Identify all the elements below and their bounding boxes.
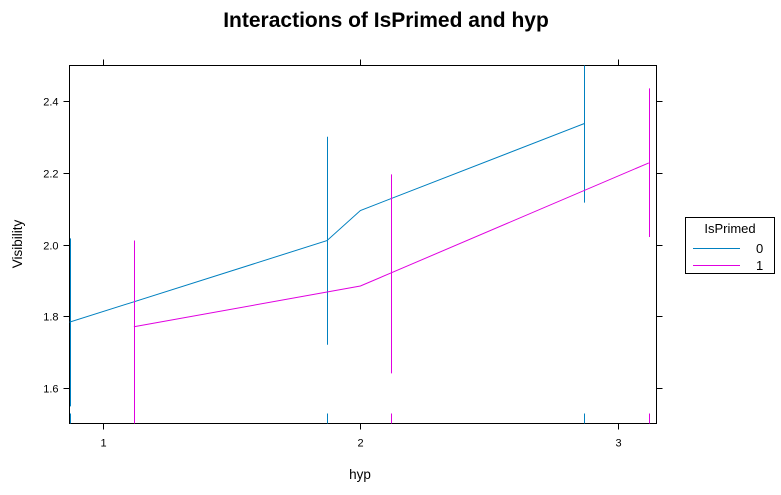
legend-title: IsPrimed [704,221,755,236]
plot-layer: 1 2 3 1.6 1.8 2.0 2.2 2.4 [43,59,663,450]
x-tick-label: 2 [357,438,363,450]
series-line-0 [69,123,585,323]
x-tick-label: 3 [615,438,621,450]
legend-label-series-1: 1 [756,258,763,273]
legend-box [685,217,775,274]
x-axis-label: hyp [349,467,371,482]
y-tick-label: 1.8 [43,312,58,324]
y-tick-label: 1.6 [43,384,58,396]
x-tick-label: 1 [100,438,106,450]
chart-title: Interactions of IsPrimed and hyp [223,9,549,32]
y-tick-label: 2.2 [43,169,58,181]
plot-frame [69,65,657,424]
legend: IsPrimed 0 1 [685,217,775,274]
y-tick-label: 2.4 [43,97,58,109]
data-marks [69,65,650,424]
series-line-1 [133,162,649,328]
y-axis-label: Visibility [10,219,25,268]
legend-label-series-0: 0 [756,241,763,256]
y-tick-label: 2.0 [43,241,58,253]
